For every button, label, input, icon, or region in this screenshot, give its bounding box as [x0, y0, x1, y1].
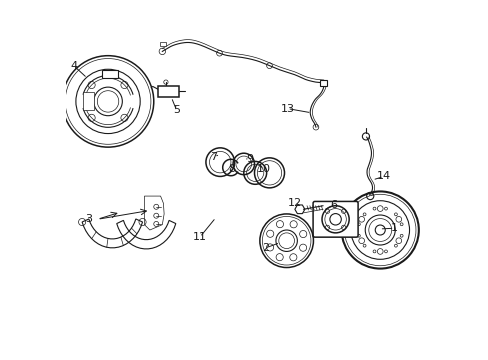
Text: 2: 2 — [262, 243, 269, 253]
Bar — [102, 70, 118, 78]
Text: 14: 14 — [376, 171, 390, 181]
Text: 12: 12 — [287, 198, 301, 208]
Text: 11: 11 — [192, 232, 206, 242]
Bar — [319, 80, 326, 86]
FancyBboxPatch shape — [312, 202, 357, 237]
Text: 5: 5 — [173, 105, 180, 115]
Text: 8: 8 — [228, 164, 235, 174]
Text: 4: 4 — [70, 61, 77, 71]
Text: 9: 9 — [246, 154, 253, 163]
Bar — [160, 42, 165, 46]
Text: 1: 1 — [390, 223, 397, 233]
Text: 3: 3 — [85, 214, 92, 224]
Text: 13: 13 — [280, 104, 294, 113]
Bar — [83, 93, 94, 111]
Text: 6: 6 — [329, 200, 337, 210]
Text: 10: 10 — [257, 164, 270, 174]
Text: 7: 7 — [210, 152, 217, 162]
Bar — [158, 86, 179, 97]
